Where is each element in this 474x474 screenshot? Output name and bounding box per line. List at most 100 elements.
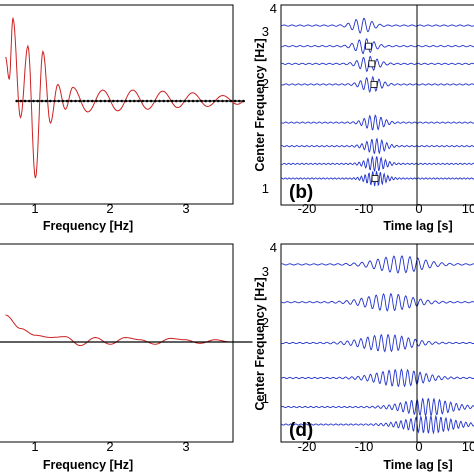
- panel-a-baseline-point: [44, 99, 48, 103]
- panel-a-baseline-point: [36, 99, 39, 103]
- panel-b-xtick: 0: [415, 201, 422, 216]
- panel-a-baseline-point: [82, 99, 86, 103]
- panel-d-ytick: 1: [262, 391, 269, 406]
- panel-b-trace: [280, 137, 474, 155]
- panel-d-trace: [280, 414, 474, 435]
- panel-b-ytick: 3: [262, 24, 269, 39]
- panel-b-xtick: -20: [298, 201, 317, 216]
- panel-d-ytick: 4: [270, 240, 277, 255]
- panel-d-trace: [280, 397, 474, 418]
- panel-a-baseline-point: [124, 99, 128, 103]
- panel-a-baseline-point: [53, 99, 56, 103]
- panel-a-baseline-point: [149, 99, 153, 103]
- panel-b-marker: [371, 175, 379, 182]
- panel-a-baseline-point: [28, 99, 31, 103]
- panel-a-baseline-point: [175, 99, 178, 103]
- panel-b-trace: [280, 55, 474, 73]
- panel-b-trace: [280, 17, 474, 34]
- panel-a-baseline-point: [95, 99, 98, 103]
- panel-b-xlabel: Time lag [s]: [383, 219, 452, 233]
- panel-a-baseline-point: [204, 99, 207, 103]
- panel-b-ytick: 2: [262, 76, 269, 91]
- panel-a-baseline-point: [233, 99, 237, 103]
- panel-a-baseline-point: [191, 99, 195, 103]
- panel-d: (d) 1 2 3 4 -20 -10 0 10 Time lag [s] Ce…: [253, 240, 474, 472]
- panel-a-baseline-point: [187, 99, 191, 103]
- panel-a-baseline-point: [179, 99, 182, 103]
- panel-d-xtick: -10: [355, 439, 374, 454]
- panel-a-baseline-point: [221, 99, 224, 103]
- panel-a-frame: [0, 4, 234, 205]
- panel-a-baseline-point: [103, 99, 107, 103]
- panel-a-baseline-point: [229, 99, 233, 103]
- panel-a-xtick: 2: [106, 201, 113, 216]
- panel-a-baseline-point: [86, 99, 90, 103]
- panel-a-baseline-point: [65, 99, 69, 103]
- panel-a-baseline-point: [238, 99, 241, 103]
- panel-d-xtick: 10: [462, 439, 474, 454]
- panel-b-ylabel: Center Frequency [Hz]: [253, 38, 267, 171]
- panel-b-label: (b): [289, 182, 313, 203]
- panel-a-baseline-point: [116, 99, 119, 103]
- panel-d-ylabel: Center Frequency [Hz]: [253, 277, 267, 410]
- panel-a-baseline-point: [162, 99, 165, 103]
- panel-b-xtick: -10: [355, 201, 374, 216]
- panel-a-baseline-point: [19, 99, 23, 103]
- panel-a-baseline-point: [74, 99, 77, 103]
- panel-a: 1 2 3 Frequency [Hz]: [0, 4, 246, 233]
- panel-c-xtick: 2: [106, 439, 113, 454]
- panel-d-trace: [280, 292, 474, 312]
- panel-a-baseline-point: [200, 99, 203, 103]
- panel-b-trace: [280, 38, 474, 55]
- panel-a-baseline-point: [128, 99, 132, 103]
- panel-b-marker: [370, 81, 378, 88]
- panel-c-curve: [5, 314, 231, 347]
- panel-a-baseline-point: [78, 99, 81, 103]
- panel-b-xtick: 10: [462, 201, 474, 216]
- panel-b-frame: [280, 4, 474, 206]
- panel-a-baseline-point: [158, 99, 161, 103]
- panel-a-baseline-point: [154, 99, 157, 103]
- panel-c-frame: [0, 243, 234, 443]
- panel-b-trace: [280, 114, 474, 131]
- panel-a-baseline-point: [120, 99, 123, 103]
- panel-a-baseline-point: [61, 99, 65, 103]
- panel-c: 1 2 3 Frequency [Hz]: [0, 243, 253, 472]
- panel-d-xlabel: Time lag [s]: [383, 458, 452, 472]
- panel-a-baseline-point: [225, 99, 228, 103]
- panel-d-frame: [280, 243, 474, 443]
- panel-a-baseline-point: [183, 99, 186, 103]
- panel-d-ytick: 3: [262, 264, 269, 279]
- panel-a-xlabel: Frequency [Hz]: [43, 219, 133, 233]
- panel-a-baseline-point: [40, 99, 44, 103]
- panel-a-baseline-point: [32, 99, 35, 103]
- panel-a-baseline-point: [107, 99, 111, 103]
- panel-a-baseline-point: [91, 99, 94, 103]
- panel-a-baseline-point: [145, 99, 149, 103]
- panel-c-xtick: 1: [31, 439, 38, 454]
- panel-b-marker: [368, 60, 376, 68]
- panel-a-baseline-point: [112, 99, 115, 103]
- panel-a-baseline-point: [133, 99, 136, 103]
- panel-b-trace: [280, 155, 474, 172]
- panel-a-baseline-point: [57, 99, 60, 103]
- panel-a-baseline-point: [170, 99, 174, 103]
- panel-a-curve: [5, 16, 246, 179]
- panel-a-baseline-point: [137, 99, 140, 103]
- panel-d-xtick: -20: [298, 439, 317, 454]
- panel-b: (b) 1 2 3 4 -20 -10 0 10 Time lag [s] Ce…: [253, 1, 474, 233]
- panel-b-ytick: 1: [262, 181, 269, 196]
- panel-d-ytick: 2: [262, 315, 269, 330]
- panel-a-baseline-point: [49, 99, 52, 103]
- panel-a-xtick: 3: [182, 201, 189, 216]
- panel-a-baseline-point: [208, 99, 212, 103]
- panel-b-trace: [280, 75, 474, 93]
- panel-a-baseline-point: [99, 99, 102, 103]
- panel-d-trace: [280, 255, 474, 274]
- panel-d-label: (d): [289, 420, 313, 441]
- panel-a-baseline-point: [217, 99, 220, 103]
- panel-b-trace: [280, 171, 474, 187]
- panel-a-baseline-point: [141, 99, 144, 103]
- panel-c-xlabel: Frequency [Hz]: [43, 458, 133, 472]
